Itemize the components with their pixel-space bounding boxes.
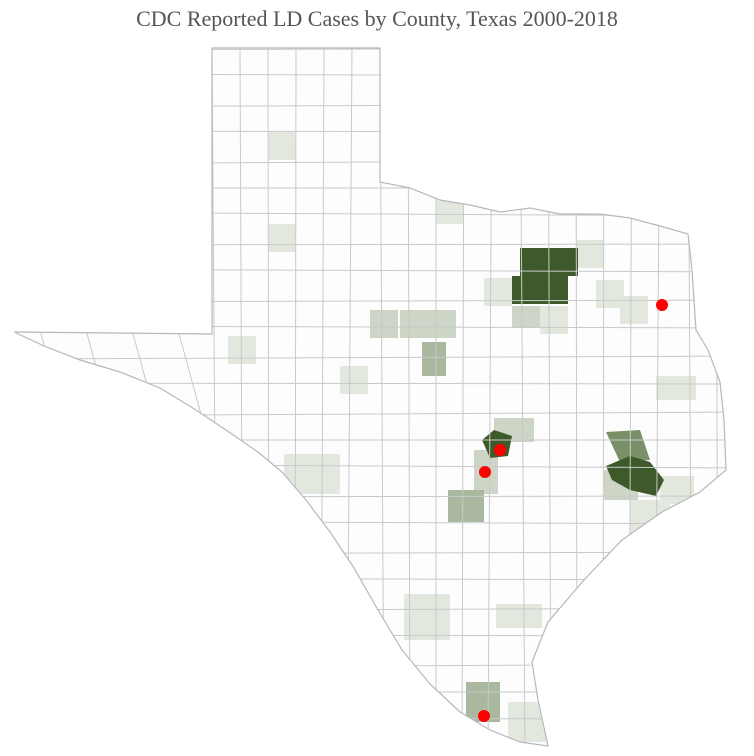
state-fill bbox=[14, 48, 726, 746]
mid-dark-counties bbox=[422, 342, 500, 722]
county-line bbox=[14, 663, 726, 669]
marker bbox=[656, 299, 668, 311]
marker bbox=[478, 710, 490, 722]
county-line bbox=[14, 355, 726, 360]
darker-counties bbox=[606, 430, 650, 462]
county-line bbox=[575, 48, 578, 746]
marker bbox=[479, 466, 491, 478]
county-line bbox=[14, 715, 726, 721]
map-title: CDC Reported LD Cases by County, Texas 2… bbox=[136, 6, 618, 31]
county-line bbox=[602, 48, 605, 746]
marker bbox=[494, 444, 506, 456]
county-line bbox=[14, 130, 726, 133]
case-markers bbox=[478, 299, 668, 722]
county-line bbox=[14, 634, 726, 637]
county-line bbox=[0, 748, 754, 749]
